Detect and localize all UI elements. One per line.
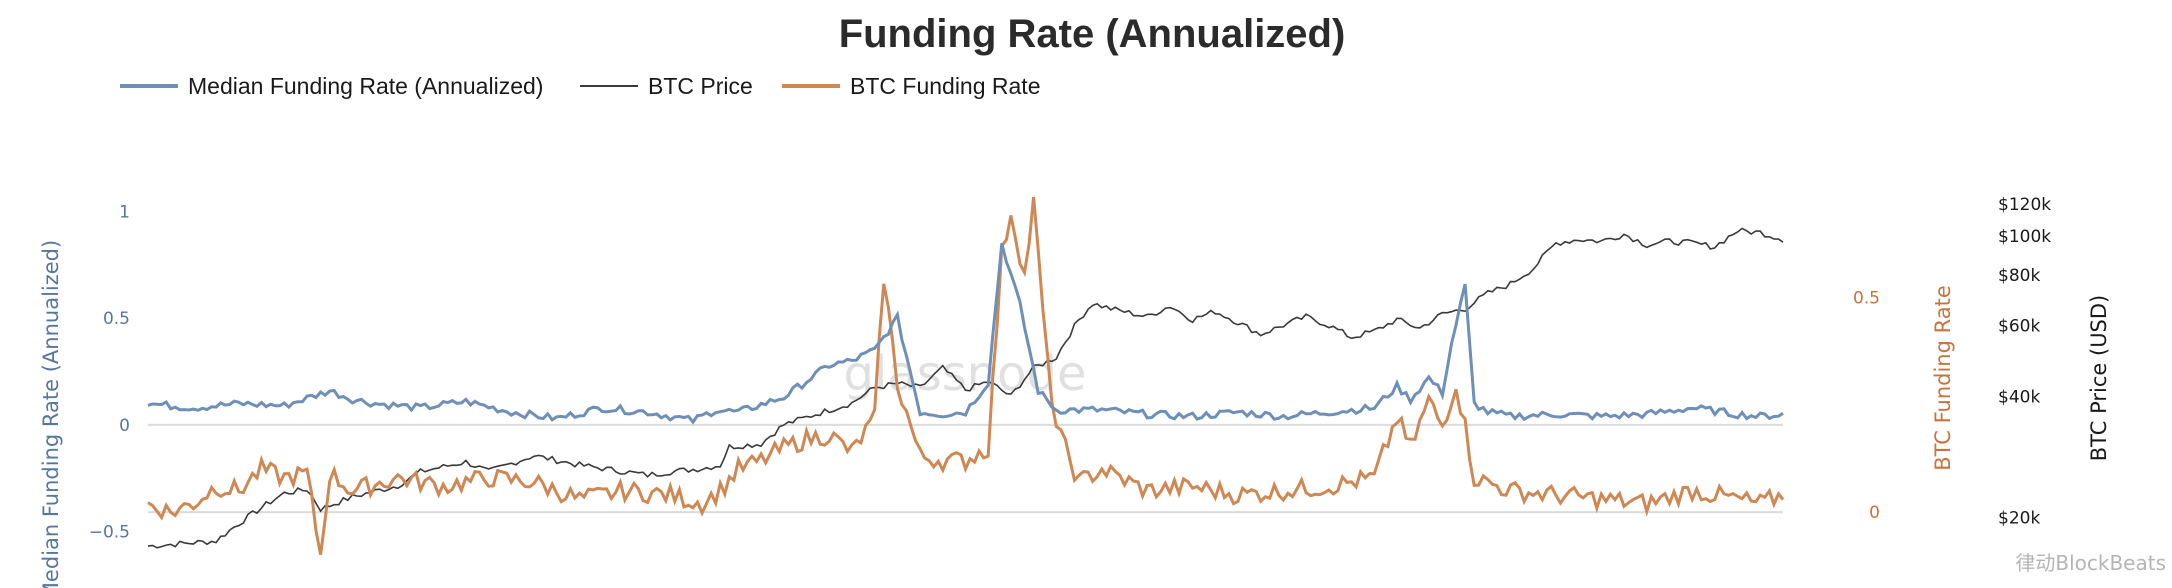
legend-label-btc-price: BTC Price: [648, 73, 753, 99]
series-median-funding-rate[interactable]: [147, 242, 1784, 425]
legend-label-median: Median Funding Rate (Annualized): [188, 73, 543, 99]
series-btc-funding-rate[interactable]: [147, 196, 1785, 555]
chart-title: Funding Rate (Annualized): [839, 12, 1346, 56]
ticks-left-tick: −0.5: [89, 523, 130, 543]
watermark: glassnode: [843, 346, 1086, 402]
legend-item-btc-price[interactable]: BTC Price: [580, 73, 753, 99]
series-btc-price[interactable]: [147, 227, 1784, 549]
ticks-right-tick: $60k: [1998, 316, 2040, 336]
funding-axis-label: BTC Funding Rate: [1931, 285, 1955, 471]
ticks-left-tick: 0.5: [103, 309, 130, 329]
ticks-right-tick: $80k: [1998, 266, 2040, 286]
ticks-right-tick: $20k: [1998, 509, 2040, 529]
legend: Median Funding Rate (Annualized) BTC Pri…: [120, 73, 1040, 99]
ticks-right-tick: $40k: [1998, 387, 2040, 407]
ticks-right-tick: $120k: [1998, 195, 2051, 215]
ticks-left-tick: 0: [119, 416, 130, 436]
ticks-mid-tick: 0: [1869, 503, 1880, 523]
ticks-right-tick: $100k: [1998, 227, 2051, 247]
ticks-mid-tick: 0.5: [1853, 288, 1880, 308]
zero-lines: [148, 423, 1783, 514]
ticks-left-tick: 1: [119, 202, 130, 222]
legend-item-btc-funding[interactable]: BTC Funding Rate: [782, 73, 1040, 99]
source-label: 律动BlockBeats: [2015, 551, 2166, 575]
left-axis-ticks: 1 0.5 0 −0.5: [89, 202, 130, 542]
legend-item-median[interactable]: Median Funding Rate (Annualized): [120, 73, 543, 99]
price-axis-label: BTC Price (USD): [2087, 295, 2111, 462]
funding-axis-ticks: 0.50: [1853, 288, 1880, 523]
price-axis-ticks: $120k $100k $80k $60k $40k $20k: [1998, 195, 2051, 529]
left-axis-label: Median Funding Rate (Annualized): [39, 240, 63, 588]
legend-label-btc-funding: BTC Funding Rate: [850, 73, 1040, 99]
